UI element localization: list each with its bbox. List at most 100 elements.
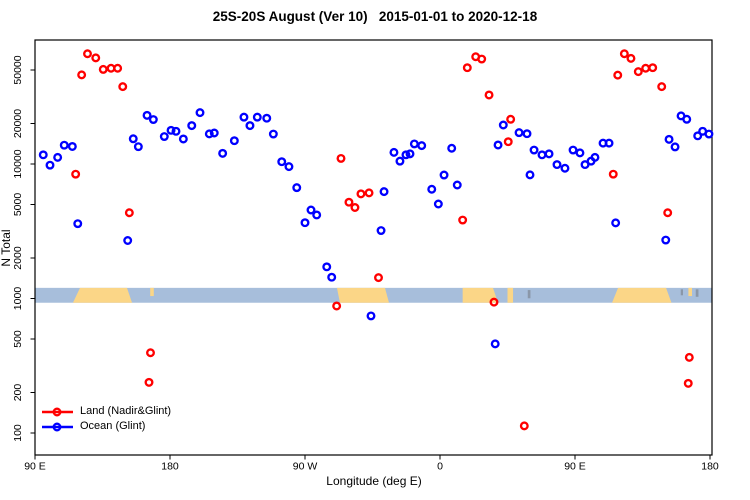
map-strip-land-patch <box>72 287 133 303</box>
data-point-land <box>71 169 81 179</box>
legend: Land (Nadir&Glint) Ocean (Glint) <box>41 404 171 434</box>
data-point-ocean <box>59 140 69 150</box>
data-point-ocean <box>693 131 703 141</box>
data-point-ocean <box>262 113 272 123</box>
data-point-ocean <box>284 162 294 172</box>
data-point-ocean <box>376 226 386 236</box>
data-point-ocean <box>704 129 714 139</box>
legend-label-land: Land (Nadir&Glint) <box>80 405 172 417</box>
data-point-land <box>91 53 101 63</box>
x-tick-label: 180 <box>161 461 179 473</box>
data-point-land <box>113 63 123 73</box>
map-strip-land-patch <box>336 287 389 303</box>
data-point-ocean <box>401 150 411 160</box>
x-axis-label: Longitude (deg E) <box>326 474 422 488</box>
data-point-ocean <box>604 138 614 148</box>
data-point-ocean <box>405 149 415 159</box>
data-point-land <box>489 297 499 307</box>
data-point-land <box>83 49 92 59</box>
data-point-land <box>350 203 360 212</box>
y-tick-label: 100 <box>12 424 24 442</box>
data-point-land <box>146 348 155 358</box>
data-point-ocean <box>366 311 376 321</box>
map-strip-island-speck <box>695 289 699 297</box>
data-point-land <box>356 189 366 199</box>
x-tick-label: 180 <box>701 461 719 473</box>
data-point-ocean <box>433 199 443 209</box>
y-tick-label: 1000 <box>12 287 24 311</box>
data-point-land <box>641 63 651 73</box>
data-point-land <box>344 197 354 207</box>
data-point-ocean <box>45 160 55 170</box>
data-point-ocean <box>611 218 621 228</box>
y-tick-label: 10000 <box>12 149 24 178</box>
data-point-ocean <box>427 184 437 194</box>
data-point-land <box>336 153 346 163</box>
data-point-ocean <box>277 157 287 167</box>
y-tick-label: 200 <box>12 384 24 402</box>
data-point-ocean <box>525 170 535 180</box>
x-tick-label: 90 E <box>24 461 46 473</box>
data-point-ocean <box>73 219 83 229</box>
data-point-ocean <box>439 170 449 180</box>
data-point-ocean <box>133 142 143 152</box>
map-strip-land-patch <box>462 287 499 303</box>
data-point-ocean <box>514 128 524 138</box>
data-point-ocean <box>209 128 219 138</box>
map-strip-land-speck <box>150 287 154 297</box>
y-tick-label: 500 <box>12 330 24 348</box>
data-point-ocean <box>560 163 570 173</box>
y-tick-label: 5000 <box>12 193 24 217</box>
data-point-land <box>503 137 513 147</box>
data-point-ocean <box>38 150 48 160</box>
data-point-ocean <box>322 262 332 272</box>
data-point-ocean <box>204 129 214 139</box>
y-tick-label: 2000 <box>12 246 24 270</box>
x-tick-label: 90 W <box>293 461 318 473</box>
data-point-ocean <box>537 150 547 160</box>
data-point-ocean <box>53 152 63 162</box>
data-point-ocean <box>128 134 138 144</box>
data-point-land <box>663 208 673 218</box>
data-point-land <box>626 53 636 63</box>
data-point-ocean <box>452 180 462 190</box>
data-point-land <box>77 70 87 80</box>
x-tick-label: 90 E <box>564 461 586 473</box>
data-point-ocean <box>389 147 399 157</box>
data-point-ocean <box>447 143 457 153</box>
data-point-ocean <box>664 134 674 144</box>
data-point-ocean <box>529 145 539 155</box>
data-point-ocean <box>229 136 239 146</box>
data-point-ocean <box>218 148 228 158</box>
data-point-land <box>118 82 128 92</box>
legend-marker-ocean-icon <box>42 422 73 431</box>
data-point-ocean <box>395 156 405 166</box>
data-point-ocean <box>252 112 262 122</box>
map-strip-land-patch <box>507 287 514 303</box>
data-point-ocean <box>682 114 692 124</box>
data-point-ocean <box>67 141 77 151</box>
data-point-land <box>477 54 487 64</box>
legend-item-ocean: Ocean (Glint) <box>41 419 171 434</box>
data-point-ocean <box>148 115 158 125</box>
data-point-ocean <box>142 110 152 120</box>
data-point-ocean <box>522 129 532 139</box>
data-point-ocean <box>409 139 419 149</box>
data-point-land <box>613 70 623 80</box>
series-ocean <box>38 108 714 349</box>
data-point-ocean <box>195 108 205 118</box>
data-point-land <box>633 67 643 77</box>
x-tick-label: 0 <box>437 461 443 473</box>
data-point-ocean <box>379 187 389 197</box>
data-point-land <box>657 82 667 92</box>
data-point-ocean <box>268 129 278 139</box>
data-point-land <box>144 377 154 387</box>
legend-item-land: Land (Nadir&Glint) <box>41 404 171 419</box>
data-point-land <box>462 63 472 73</box>
data-point-ocean <box>568 145 578 155</box>
legend-label-ocean: Ocean (Glint) <box>80 420 146 432</box>
y-tick-label: 50000 <box>12 55 24 84</box>
data-point-land <box>683 378 693 388</box>
data-point-land <box>332 301 342 311</box>
